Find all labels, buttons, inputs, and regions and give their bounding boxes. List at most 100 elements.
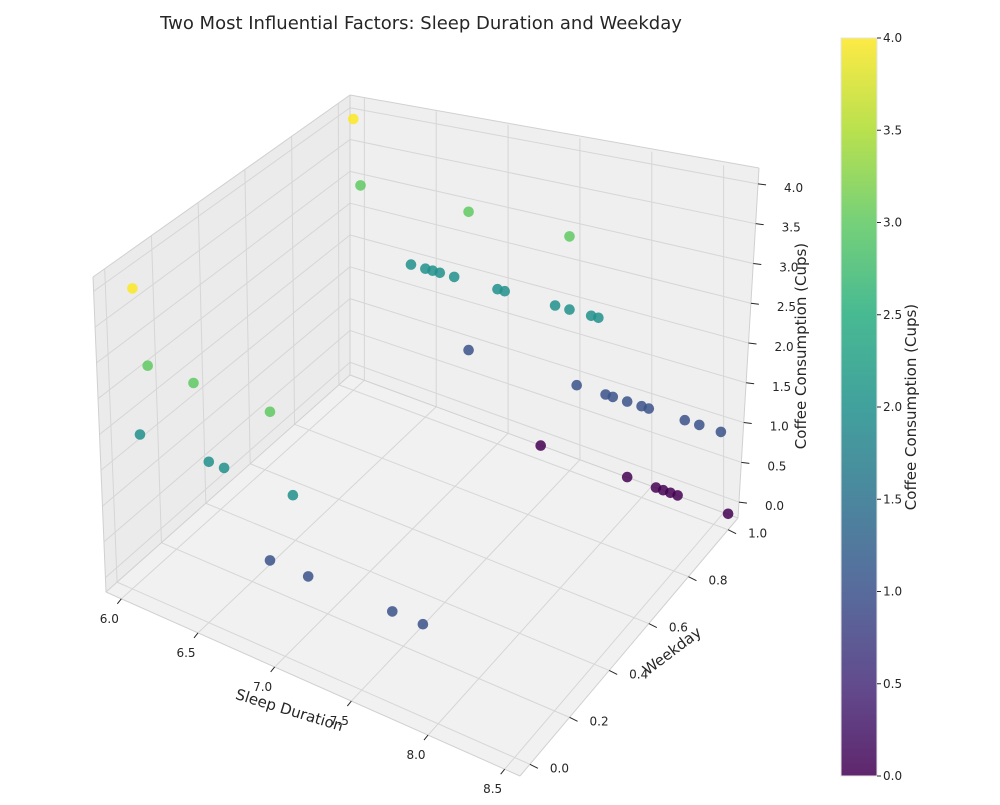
- z-grid-left-7: [94, 139, 351, 328]
- z-grid-left-1: [103, 330, 351, 543]
- data-point-33: [643, 403, 655, 414]
- z-grid-back-4: [349, 234, 749, 344]
- data-points: [127, 113, 734, 630]
- z-grid-back-7: [349, 139, 756, 225]
- z-tick-label-8: 4.0: [784, 181, 803, 195]
- z-axis-label: Coffee Consumption (Cups): [792, 243, 810, 449]
- pane-edge-2: [105, 374, 351, 593]
- y-tick-mark-5: [727, 529, 737, 535]
- data-point-35: [694, 419, 705, 431]
- x-tick-label-2: 7.0: [253, 680, 272, 694]
- data-point-15: [564, 231, 575, 242]
- axis-ticks: 6.0 6.5 7.0 7.5 8.0 8.5 0.0 0.2 0.4 0.6 0.8 1.0 0.0 0…: [100, 181, 803, 796]
- colorbar-tick-label-3: 1.5: [883, 492, 902, 506]
- pane-edge-4: [105, 591, 521, 777]
- data-point-34: [679, 414, 691, 426]
- data-point-37: [535, 440, 546, 451]
- data-point-10: [387, 606, 398, 617]
- data-point-14: [463, 206, 474, 218]
- data-point-2: [188, 377, 199, 389]
- data-point-38: [621, 471, 633, 483]
- x-tick-label-5: 8.5: [483, 782, 502, 796]
- z-grid-left-2: [102, 298, 351, 507]
- z-tick-mark-3: [746, 382, 755, 385]
- z-tick-mark-2: [743, 422, 752, 425]
- pane-edge-6: [92, 276, 107, 593]
- data-point-19: [434, 267, 446, 279]
- data-point-31: [621, 396, 633, 407]
- colorbar-tick-label-0: 0.0: [883, 769, 902, 783]
- grid-lines: [93, 97, 759, 770]
- y-grid-floor-3: [249, 463, 650, 625]
- data-point-42: [672, 490, 683, 501]
- z-tick-mark-7: [755, 223, 764, 226]
- y-grid-floor-4: [294, 423, 689, 578]
- data-point-8: [264, 555, 276, 566]
- left-wall-pane: [93, 95, 350, 592]
- x-tick-label-4: 8.0: [406, 748, 425, 762]
- x-axis-label: Sleep Duration: [233, 685, 345, 735]
- chart-title: Two Most Influential Factors: Sleep Dura…: [159, 13, 682, 34]
- data-point-4: [134, 429, 146, 440]
- y-tick-label-0: 0.0: [550, 761, 569, 775]
- x-grid-floor-5: [504, 512, 725, 770]
- x-tick-label-0: 6.0: [100, 612, 119, 626]
- x-tick-mark-4: [423, 734, 429, 741]
- y-tick-label-3: 0.6: [669, 621, 688, 635]
- y-grid-floor-2: [205, 502, 610, 671]
- data-point-22: [499, 285, 511, 297]
- colorbar-tick-label-8: 4.0: [883, 31, 902, 45]
- z-tick-mark-0: [738, 501, 748, 504]
- y-tick-mark-0: [529, 763, 539, 769]
- y-grid-floor-1: [161, 542, 570, 718]
- x-tick-mark-5: [500, 768, 506, 775]
- colorbar-label: Coffee Consumption (Cups): [902, 304, 920, 510]
- data-point-20: [448, 271, 460, 283]
- x-grid-floor-0: [120, 379, 365, 600]
- data-point-9: [302, 571, 314, 582]
- z-tick-label-6: 3.0: [779, 260, 798, 274]
- z-tick-label-3: 1.5: [772, 380, 791, 394]
- y-tick-label-2: 0.4: [629, 667, 648, 681]
- z-grid-back-5: [349, 202, 752, 304]
- z-tick-mark-6: [753, 262, 762, 265]
- x-tick-mark-0: [116, 598, 122, 605]
- x-grid-floor-2: [274, 432, 509, 668]
- data-point-26: [593, 312, 604, 324]
- z-grid-back-1: [349, 329, 742, 463]
- z-tick-mark-8: [757, 183, 767, 186]
- z-grid-left-6: [96, 170, 351, 364]
- data-point-30: [607, 391, 619, 403]
- x-grid-floor-3: [350, 459, 581, 702]
- data-point-0: [127, 283, 138, 294]
- x-grid-floor-4: [427, 485, 653, 736]
- z-grid-back-0: [349, 361, 740, 503]
- data-point-23: [549, 300, 561, 311]
- data-point-5: [203, 456, 215, 468]
- y-grid-floor-0: [116, 581, 531, 765]
- pane-edge-5: [519, 517, 739, 777]
- pane-edge-1: [349, 94, 760, 169]
- data-point-43: [722, 508, 734, 520]
- data-point-13: [355, 180, 366, 191]
- z-tick-mark-4: [748, 342, 757, 345]
- data-point-16: [405, 259, 417, 270]
- y-tick-label-1: 0.2: [590, 714, 609, 728]
- z-tick-mark-5: [750, 302, 759, 305]
- data-point-7: [287, 489, 299, 501]
- data-point-3: [264, 406, 276, 418]
- z-tick-label-1: 0.5: [767, 459, 786, 473]
- x-grid-floor-1: [197, 406, 437, 634]
- data-point-28: [571, 379, 582, 391]
- x-tick-mark-2: [270, 666, 276, 673]
- y-grid-floor-5: [338, 384, 729, 531]
- z-tick-mark-1: [741, 461, 750, 464]
- data-point-12: [348, 113, 359, 125]
- y-tick-mark-4: [688, 576, 697, 582]
- colorbar-tick-label-6: 3.0: [883, 216, 902, 230]
- colorbar: [840, 37, 878, 777]
- data-point-1: [142, 360, 153, 372]
- colorbar-tick-label-1: 0.5: [883, 677, 902, 691]
- y-tick-label-4: 0.8: [708, 574, 727, 588]
